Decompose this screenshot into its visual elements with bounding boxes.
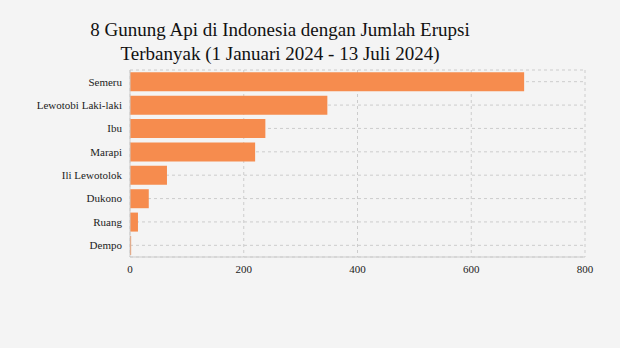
svg-text:Ruang: Ruang — [93, 216, 122, 228]
svg-text:Semeru: Semeru — [88, 76, 122, 88]
svg-text:Dempo: Dempo — [90, 239, 123, 251]
svg-text:Marapi: Marapi — [90, 146, 122, 158]
svg-text:Dukono: Dukono — [87, 192, 123, 204]
svg-text:Lewotobi Laki-laki: Lewotobi Laki-laki — [37, 99, 122, 111]
svg-text:Ibu: Ibu — [107, 122, 122, 134]
svg-text:800: 800 — [577, 263, 594, 275]
svg-text:400: 400 — [349, 263, 366, 275]
svg-text:200: 200 — [236, 263, 253, 275]
svg-text:0: 0 — [127, 263, 133, 275]
html-text:Terbanyak (1 Januari 2024 - 13: Terbanyak (1 Januari 2024 - 13 Juli 2024… — [120, 43, 440, 64]
svg-text:Ili Lewotolok: Ili Lewotolok — [62, 169, 123, 181]
svg-text:600: 600 — [463, 263, 480, 275]
html-text:8 Gunung Api di Indonesia deng: 8 Gunung Api di Indonesia dengan Jumlah … — [90, 19, 470, 40]
